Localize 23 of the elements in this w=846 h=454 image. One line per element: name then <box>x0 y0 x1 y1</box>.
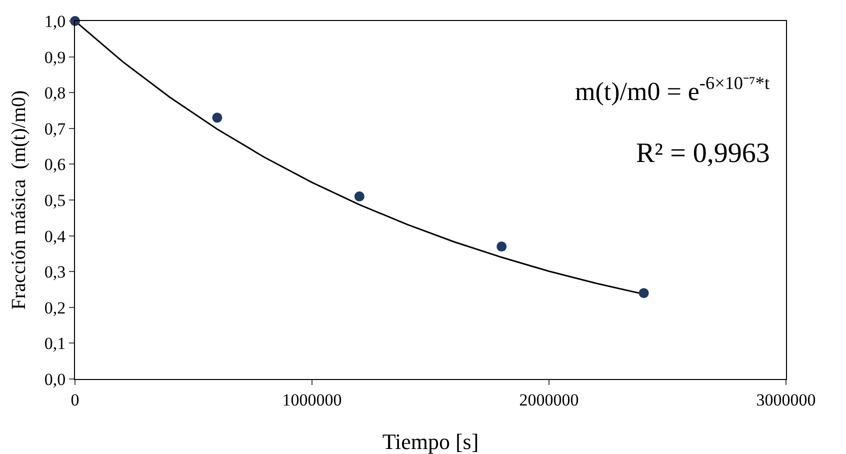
point <box>496 242 507 252</box>
y-tick-label: 0,4 <box>44 226 66 246</box>
x-tick-label: 0 <box>70 390 80 410</box>
y-tick-label: 0,9 <box>44 48 66 67</box>
x-tick-label: 3000000 <box>756 390 816 410</box>
y-axis-title: Fracción másica (m(t)/m0) <box>8 90 30 310</box>
point <box>354 191 364 202</box>
x-axis-title: Tiempo [s] <box>382 429 479 454</box>
point <box>212 112 222 123</box>
annotation: R² = 0,9963 <box>636 138 770 169</box>
y-tick-label: 0,6 <box>44 155 66 174</box>
x-tick-label: 1000000 <box>282 390 342 410</box>
y-tick-label: 0,7 <box>44 119 66 138</box>
y-tick-label: 0,0 <box>44 370 66 389</box>
y-tick-label: 1,0 <box>44 12 66 31</box>
annotation: m(t)/m0 = e$^{-6×10⁻⁷*t}$ <box>575 73 770 106</box>
y-tick-label: 0,2 <box>44 298 66 318</box>
y-tick-label: 0,1 <box>44 334 66 354</box>
point <box>638 288 649 298</box>
y-tick-label: 0,3 <box>44 262 66 282</box>
y-tick-label: 0,5 <box>44 190 66 210</box>
y-tick-label: 0,8 <box>44 84 66 103</box>
x-tick-label: 2000000 <box>519 390 579 410</box>
